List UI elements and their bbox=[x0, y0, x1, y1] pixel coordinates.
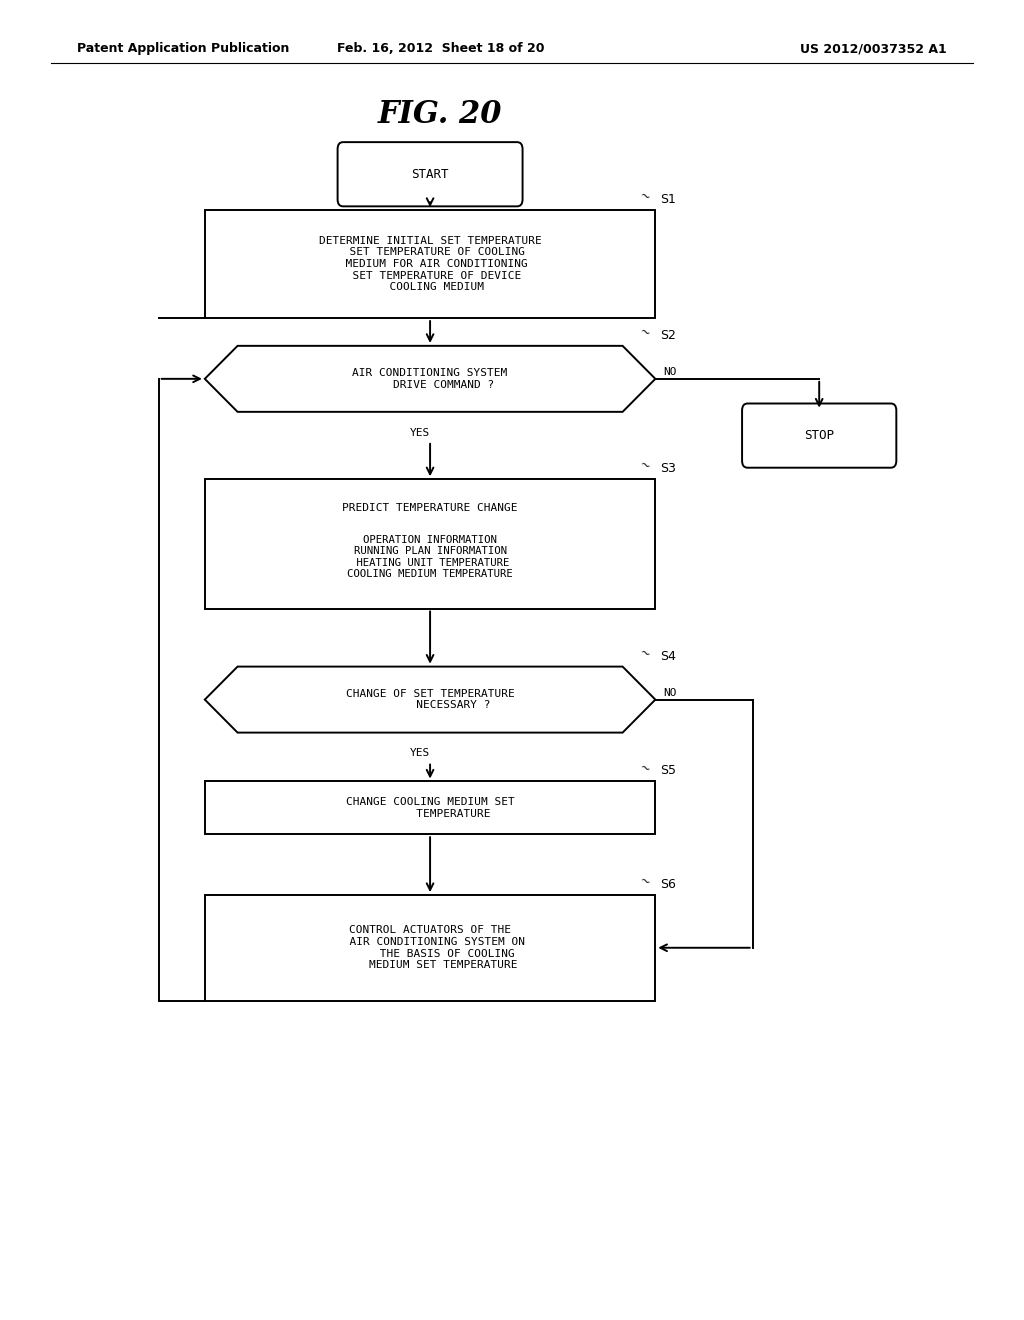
Polygon shape bbox=[205, 667, 655, 733]
Text: FIG. 20: FIG. 20 bbox=[378, 99, 503, 131]
Text: YES: YES bbox=[410, 428, 430, 438]
Text: STOP: STOP bbox=[804, 429, 835, 442]
Text: S3: S3 bbox=[660, 462, 677, 475]
Text: START: START bbox=[412, 168, 449, 181]
Text: ~: ~ bbox=[637, 458, 652, 474]
Text: YES: YES bbox=[410, 748, 430, 759]
Text: CHANGE COOLING MEDIUM SET
       TEMPERATURE: CHANGE COOLING MEDIUM SET TEMPERATURE bbox=[346, 797, 514, 818]
FancyBboxPatch shape bbox=[742, 404, 896, 467]
FancyBboxPatch shape bbox=[338, 143, 522, 206]
Text: S6: S6 bbox=[660, 878, 677, 891]
Text: NO: NO bbox=[664, 367, 677, 378]
Text: AIR CONDITIONING SYSTEM
    DRIVE COMMAND ?: AIR CONDITIONING SYSTEM DRIVE COMMAND ? bbox=[352, 368, 508, 389]
Text: S1: S1 bbox=[660, 193, 677, 206]
Bar bbox=[205, 479, 655, 609]
Polygon shape bbox=[205, 346, 655, 412]
Text: S5: S5 bbox=[660, 764, 677, 777]
Text: S4: S4 bbox=[660, 649, 677, 663]
Text: NO: NO bbox=[664, 688, 677, 698]
Bar bbox=[205, 781, 655, 834]
Text: CONTROL ACTUATORS OF THE
  AIR CONDITIONING SYSTEM ON
     THE BASIS OF COOLING
: CONTROL ACTUATORS OF THE AIR CONDITIONIN… bbox=[336, 925, 524, 970]
Text: ~: ~ bbox=[637, 874, 652, 890]
Text: ~: ~ bbox=[637, 325, 652, 341]
Text: S2: S2 bbox=[660, 329, 677, 342]
Text: ~: ~ bbox=[637, 645, 652, 661]
Text: Patent Application Publication: Patent Application Publication bbox=[77, 42, 289, 55]
Bar bbox=[205, 895, 655, 1001]
Text: PREDICT TEMPERATURE CHANGE: PREDICT TEMPERATURE CHANGE bbox=[342, 503, 518, 513]
Bar bbox=[205, 210, 655, 318]
Text: US 2012/0037352 A1: US 2012/0037352 A1 bbox=[801, 42, 947, 55]
Text: CHANGE OF SET TEMPERATURE
       NECESSARY ?: CHANGE OF SET TEMPERATURE NECESSARY ? bbox=[346, 689, 514, 710]
Text: DETERMINE INITIAL SET TEMPERATURE
  SET TEMPERATURE OF COOLING
  MEDIUM FOR AIR : DETERMINE INITIAL SET TEMPERATURE SET TE… bbox=[318, 236, 542, 292]
Text: ~: ~ bbox=[637, 189, 652, 205]
Text: Feb. 16, 2012  Sheet 18 of 20: Feb. 16, 2012 Sheet 18 of 20 bbox=[337, 42, 544, 55]
Text: OPERATION INFORMATION
RUNNING PLAN INFORMATION
 HEATING UNIT TEMPERATURE
COOLING: OPERATION INFORMATION RUNNING PLAN INFOR… bbox=[347, 535, 513, 579]
Text: ~: ~ bbox=[637, 760, 652, 776]
